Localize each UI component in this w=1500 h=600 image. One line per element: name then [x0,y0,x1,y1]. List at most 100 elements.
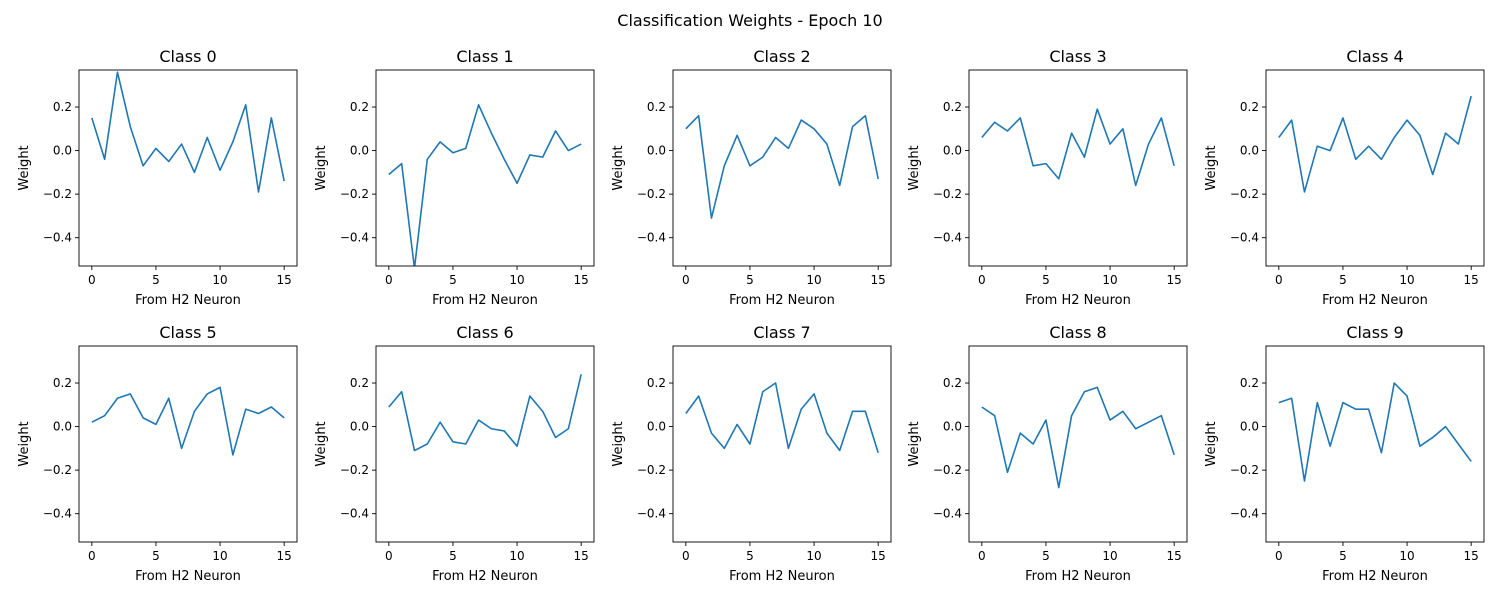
y-tick-label: 0.0 [1240,420,1259,434]
y-tick-label: −0.4 [43,231,72,245]
y-tick-label: 0.0 [1240,144,1259,158]
axes-frame [78,345,298,543]
y-tick-label: −0.2 [933,463,962,477]
y-axis-label: Weight [17,145,32,190]
x-tick-label: 10 [212,549,227,563]
x-axis-label: From H2 Neuron [729,293,835,308]
x-tick-label: 10 [806,549,821,563]
x-tick-label: 10 [1102,273,1117,287]
y-tick-label: −0.4 [637,507,666,521]
y-tick-label: −0.4 [933,507,962,521]
x-tick-label: 0 [682,549,690,563]
y-tick-label: 0.2 [647,376,666,390]
y-tick-label: 0.2 [350,376,369,390]
y-tick-label: −0.2 [43,463,72,477]
x-tick-label: 0 [978,273,986,287]
x-tick-label: 0 [1275,273,1283,287]
x-tick-label: 0 [385,549,393,563]
x-tick-label: 10 [509,549,524,563]
x-axis-label: From H2 Neuron [1025,569,1131,584]
y-axis-label: Weight [1204,145,1219,190]
subplot-3: Class 3 0 5 10 15 0.2 0.0 −0.2 −0.4 From H2 Neuro… [907,47,1188,308]
subplot-title: Class 3 [1049,47,1106,66]
y-axis-label: Weight [1204,421,1219,466]
x-tick-label: 15 [277,273,292,287]
axes-frame [78,69,298,267]
x-tick-label: 0 [88,549,96,563]
weight-series-line [685,114,879,219]
x-tick-label: 15 [1464,549,1479,563]
y-axis-label: Weight [314,421,329,466]
subplot-0: Class 0 0 5 10 15 0.2 0.0 −0.2 −0.4 From H2 Neuro… [17,47,298,308]
x-tick-label: 0 [88,273,96,287]
subplot-title: Class 7 [753,323,810,342]
y-tick-label: −0.2 [637,187,666,201]
x-tick-label: 0 [1275,549,1283,563]
axes-frame [375,69,595,267]
x-tick-label: 10 [212,273,227,287]
y-tick-label: −0.2 [1230,187,1259,201]
x-tick-label: 15 [1167,549,1182,563]
weight-series-line [388,374,582,452]
x-tick-label: 0 [978,549,986,563]
y-tick-label: −0.2 [1230,463,1259,477]
x-tick-label: 5 [1339,549,1347,563]
subplot-title: Class 0 [159,47,216,66]
x-axis-label: From H2 Neuron [1322,293,1428,308]
y-tick-label: −0.4 [933,231,962,245]
x-tick-label: 15 [871,273,886,287]
y-tick-label: 0.0 [350,420,369,434]
x-tick-label: 5 [152,549,160,563]
axes-frame [1265,69,1485,267]
x-tick-label: 15 [574,549,589,563]
y-tick-label: 0.0 [943,420,962,434]
x-axis-label: From H2 Neuron [1322,569,1428,584]
x-axis-label: From H2 Neuron [135,293,241,308]
subplot-6: Class 6 0 5 10 15 0.2 0.0 −0.2 −0.4 From H2 Neuro… [314,323,595,584]
x-tick-label: 15 [1167,273,1182,287]
x-tick-label: 10 [1102,549,1117,563]
x-axis-label: From H2 Neuron [135,569,241,584]
y-tick-label: −0.4 [43,507,72,521]
y-tick-label: −0.2 [43,187,72,201]
x-axis-label: From H2 Neuron [432,569,538,584]
weight-series-line [1278,382,1472,482]
axes-frame [672,69,892,267]
y-tick-label: 0.0 [53,420,72,434]
weight-series-line [685,382,879,453]
subplot-title: Class 6 [456,323,513,342]
x-tick-label: 10 [1399,549,1414,563]
subplot-title: Class 8 [1049,323,1106,342]
y-axis-label: Weight [907,145,922,190]
subplot-title: Class 9 [1346,323,1403,342]
y-axis-label: Weight [907,421,922,466]
y-tick-label: −0.2 [637,463,666,477]
subplot-8: Class 8 0 5 10 15 0.2 0.0 −0.2 −0.4 From H2 Neuro… [907,323,1188,584]
subplot-grid: Class 0 0 5 10 15 0.2 0.0 −0.2 −0.4 From H2 Neuro… [17,47,1485,584]
y-tick-label: 0.2 [1240,376,1259,390]
y-tick-label: −0.4 [340,231,369,245]
y-tick-label: −0.4 [340,507,369,521]
x-tick-label: 15 [871,549,886,563]
y-tick-label: −0.2 [340,187,369,201]
subplot-title: Class 5 [159,323,216,342]
weight-series-line [981,108,1175,187]
subplot-2: Class 2 0 5 10 15 0.2 0.0 −0.2 −0.4 From H2 Neuro… [611,47,892,308]
y-tick-label: −0.4 [637,231,666,245]
x-tick-label: 5 [1042,273,1050,287]
x-tick-label: 10 [1399,273,1414,287]
y-tick-label: 0.0 [350,144,369,158]
y-tick-label: 0.2 [943,100,962,114]
subplot-5: Class 5 0 5 10 15 0.2 0.0 −0.2 −0.4 From H2 Neuro… [17,323,298,584]
weight-series-line [388,104,582,266]
x-tick-label: 5 [1042,549,1050,563]
x-tick-label: 10 [806,273,821,287]
figure-title: Classification Weights - Epoch 10 [617,11,882,30]
subplot-7: Class 7 0 5 10 15 0.2 0.0 −0.2 −0.4 From H2 Neuro… [611,323,892,584]
axes-frame [672,345,892,543]
x-axis-label: From H2 Neuron [432,293,538,308]
y-tick-label: −0.4 [1230,507,1259,521]
y-tick-label: 0.2 [53,376,72,390]
y-axis-label: Weight [17,421,32,466]
